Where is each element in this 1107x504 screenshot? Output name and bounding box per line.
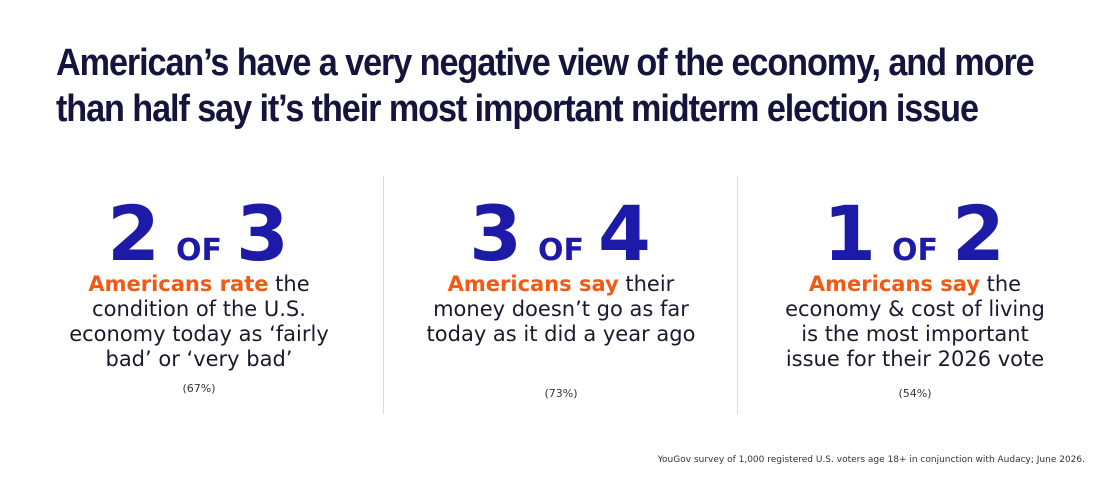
- divider: [383, 176, 384, 414]
- stat-ratio: 3 OF 4: [384, 189, 738, 278]
- stat-ratio: 1 OF 2: [738, 189, 1092, 278]
- stat-denominator: 2: [952, 189, 1007, 278]
- stat-percent: (67%): [182, 382, 216, 395]
- stat-of: OF: [176, 233, 222, 268]
- stat-denominator: 3: [236, 189, 291, 278]
- stat-numerator: 3: [469, 189, 524, 278]
- stat-highlight: Americans say: [447, 272, 619, 296]
- stat-percent: (73%): [544, 387, 578, 400]
- stat-highlight: Americans rate: [88, 272, 269, 296]
- stat-text: the economy & cost of living is the most…: [785, 272, 1045, 371]
- stat-of: OF: [538, 233, 584, 268]
- divider: [737, 176, 738, 414]
- stat-text: the condition of the U.S. economy today …: [69, 272, 329, 371]
- source-footnote: YouGov survey of 1,000 registered U.S. v…: [657, 455, 1085, 465]
- stat-description: Americans say the economy & cost of livi…: [778, 272, 1052, 372]
- stat-percent: (54%): [898, 387, 932, 400]
- stat-highlight: Americans say: [808, 272, 980, 296]
- stat-description: Americans rate the condition of the U.S.…: [62, 272, 336, 372]
- stat-card-3: 1 OF 2 Americans say the economy & cost …: [738, 176, 1092, 416]
- stat-of: OF: [892, 233, 938, 268]
- stat-denominator: 4: [598, 189, 653, 278]
- stat-card-1: 2 OF 3 Americans rate the condition of t…: [22, 176, 376, 416]
- stat-description: Americans say their money doesn’t go as …: [424, 272, 698, 347]
- stat-text: their money doesn’t go as far today as i…: [426, 272, 696, 346]
- stat-card-2: 3 OF 4 Americans say their money doesn’t…: [384, 176, 738, 416]
- headline: American’s have a very negative view of …: [56, 40, 1035, 132]
- headline-line-2: than half say it’s their most important …: [56, 88, 979, 130]
- stats-row: 2 OF 3 Americans rate the condition of t…: [22, 176, 1084, 416]
- headline-line-1: American’s have a very negative view of …: [56, 42, 1035, 84]
- stat-ratio: 2 OF 3: [22, 189, 376, 278]
- stat-numerator: 1: [823, 189, 878, 278]
- stat-numerator: 2: [107, 189, 162, 278]
